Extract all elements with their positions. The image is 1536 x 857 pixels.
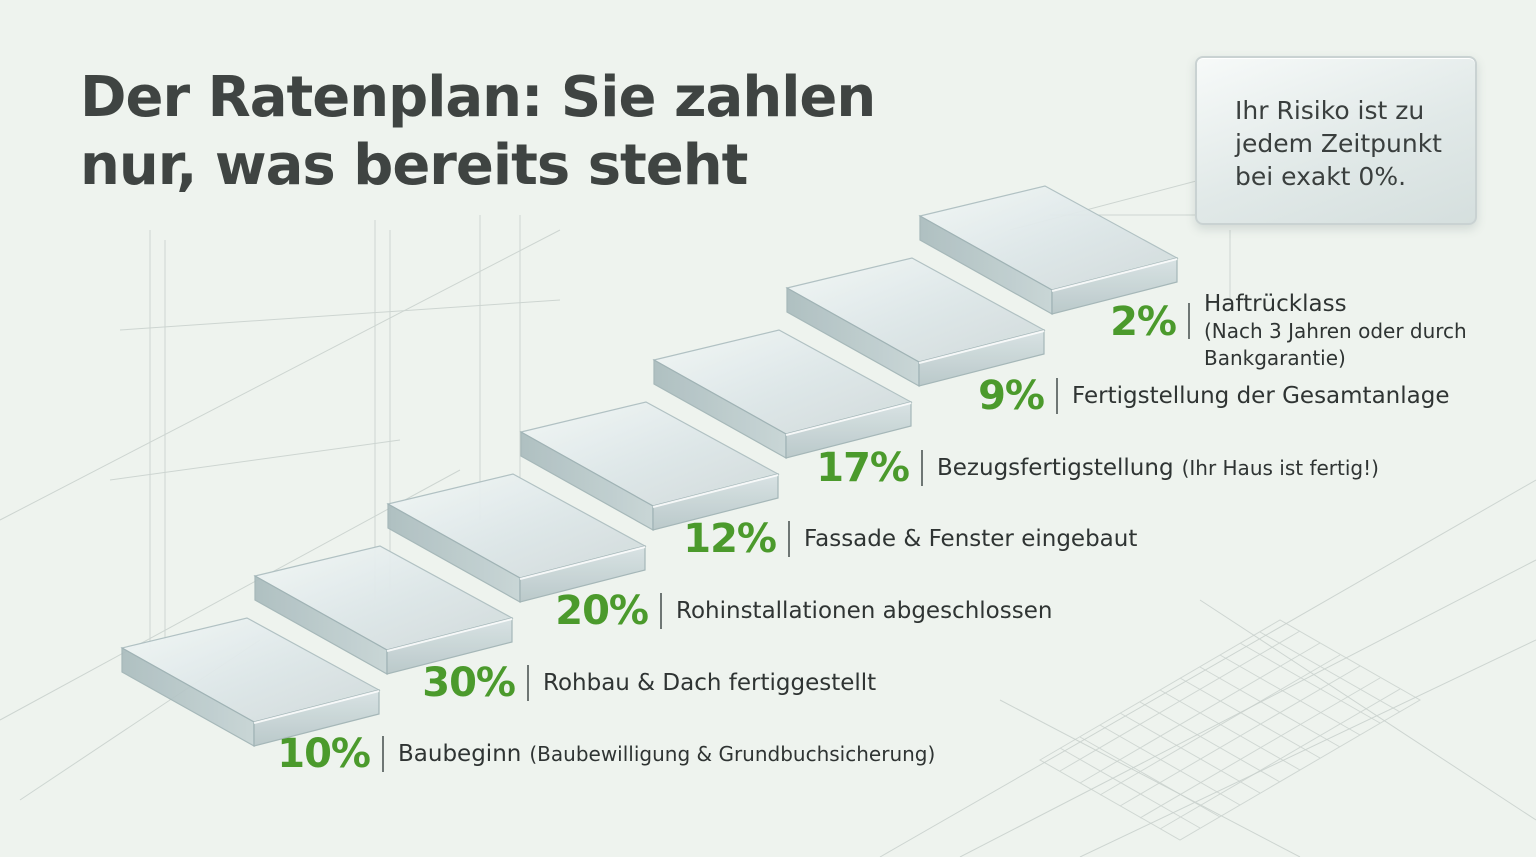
divider (921, 450, 923, 486)
step-label-4: 12% Fassade & Fenster eingebaut (672, 516, 1137, 562)
stair-highlight (1051, 258, 1178, 292)
step-percent: 2% (1110, 299, 1177, 345)
stair-highlight (253, 690, 380, 724)
stair-highlight (918, 330, 1045, 364)
step-percent: 9% (978, 373, 1045, 419)
step-label-6: 9% Fertigstellung der Gesamtanlage (956, 373, 1449, 419)
step-label-2: 30% Rohbau & Dach fertiggestellt (405, 660, 876, 706)
divider (660, 593, 662, 629)
stair-highlight (386, 618, 513, 652)
stair-highlight (652, 474, 779, 508)
title-line-1: Der Ratenplan: Sie zahlen (80, 65, 876, 130)
step-percent: 30% (422, 660, 516, 706)
risk-line-2: jedem Zeitpunkt (1235, 129, 1442, 158)
step-label-7: 2% Haftrücklass (Nach 3 Jahren oder durc… (1090, 291, 1467, 372)
divider (527, 665, 529, 701)
step-description: Haftrücklass (1204, 291, 1347, 317)
step-description: Rohbau & Dach fertiggestellt (543, 670, 877, 696)
step-note: (Ihr Haus ist fertig!) (1181, 456, 1379, 480)
step-label-3: 20% Rohinstallationen abgeschlossen (540, 588, 1052, 634)
divider (788, 521, 790, 557)
stair-highlight (519, 546, 646, 580)
step-label-5: 17% Bezugsfertigstellung (Ihr Haus ist f… (805, 445, 1379, 491)
step-note-line-1: (Nach 3 Jahren oder durch (1204, 319, 1467, 343)
stair-highlight (785, 402, 912, 436)
risk-line-1: Ihr Risiko ist zu (1235, 96, 1425, 125)
step-note-line-2: Bankgarantie) (1204, 346, 1346, 370)
step-percent: 17% (816, 445, 910, 491)
step-percent: 12% (683, 516, 777, 562)
risk-info-box: Ihr Risiko ist zu jedem Zeitpunkt bei ex… (1195, 56, 1477, 225)
step-percent: 20% (555, 588, 649, 634)
divider (1056, 378, 1058, 414)
title-line-2: nur, was bereits steht (80, 133, 748, 198)
step-label-1: 10% Baubeginn (Baubewilligung & Grundbuc… (270, 731, 935, 777)
step-description-block: Haftrücklass (Nach 3 Jahren oder durch B… (1204, 291, 1467, 372)
risk-line-3: bei exakt 0%. (1235, 162, 1407, 191)
step-description: Baubeginn (398, 741, 522, 767)
step-description: Fertigstellung der Gesamtanlage (1072, 383, 1450, 409)
step-percent: 10% (277, 731, 371, 777)
divider (382, 736, 384, 772)
step-description: Fassade & Fenster eingebaut (804, 526, 1138, 552)
step-description: Rohinstallationen abgeschlossen (676, 598, 1053, 624)
page-title: Der Ratenplan: Sie zahlen nur, was berei… (80, 64, 980, 200)
step-description: Bezugsfertigstellung (937, 455, 1174, 481)
divider (1188, 303, 1190, 339)
step-note: (Baubewilligung & Grundbuchsicherung) (529, 742, 936, 766)
